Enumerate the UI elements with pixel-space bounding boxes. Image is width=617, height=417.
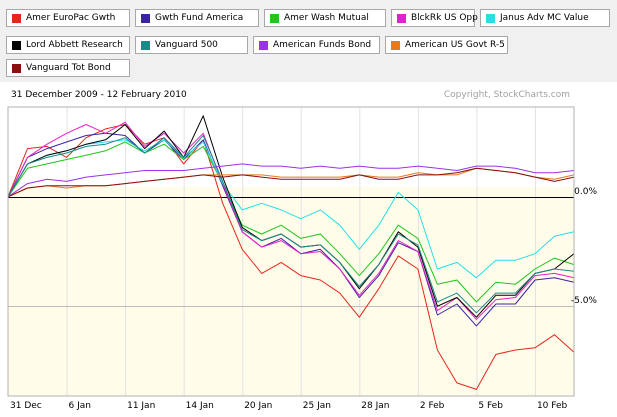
series-line xyxy=(7,141,575,303)
x-tick-label: 2 Feb xyxy=(420,401,445,411)
x-tick-label: 20 Jan xyxy=(244,401,272,411)
grid xyxy=(8,107,574,396)
legend-label: American Funds Bond xyxy=(273,39,372,50)
x-tick-label: 6 Jan xyxy=(69,401,91,411)
legend-swatch xyxy=(141,13,150,23)
plot-border xyxy=(7,106,575,397)
y-tick-labels: 0.0% -5.0% xyxy=(571,187,598,306)
legend-swatch xyxy=(259,40,268,50)
x-tick-label: 5 Feb xyxy=(478,401,503,411)
plot-background xyxy=(8,107,574,187)
legend-item: Vanguard Tot Bond xyxy=(6,59,130,77)
y-tick-label: 0.0% xyxy=(574,187,597,197)
date-range: 31 December 2009 - 12 February 2010 xyxy=(11,90,187,100)
series-line xyxy=(7,124,575,390)
series-line xyxy=(7,132,575,327)
chart: 31 December 2009 - 12 February 2010 Copy… xyxy=(7,90,598,411)
legend-swatch xyxy=(12,40,21,50)
y-tick-label: -5.0% xyxy=(571,296,598,306)
legend-label: Amer EuroPac Gwth xyxy=(26,12,116,23)
legend-item: American US Govt R-5 xyxy=(385,36,508,54)
series-line xyxy=(7,163,575,198)
legend-item: BlckRk US Opp xyxy=(391,9,478,27)
series-lines xyxy=(7,115,575,390)
legend: Amer EuroPac Gwth Gwth Fund America Amer W… xyxy=(0,0,617,82)
x-tick-label: 25 Jan xyxy=(303,401,331,411)
legend-swatch xyxy=(397,13,406,23)
legend-item: American Funds Bond xyxy=(253,36,380,54)
legend-item: Vanguard 500 xyxy=(135,36,248,54)
x-tick-label: 10 Feb xyxy=(537,401,568,411)
series-line xyxy=(7,167,575,198)
legend-swatch xyxy=(12,63,21,73)
legend-label: Amer Wash Mutual xyxy=(284,12,369,23)
legend-item: Amer Wash Mutual xyxy=(264,9,386,27)
legend-swatch xyxy=(486,13,495,23)
legend-swatch xyxy=(12,13,21,23)
series-line xyxy=(7,135,575,314)
legend-label: Vanguard 500 xyxy=(155,39,218,50)
legend-label: American US Govt R-5 xyxy=(405,39,505,50)
legend-label: Vanguard Tot Bond xyxy=(26,62,111,73)
legend-swatch xyxy=(391,40,400,50)
x-tick-label: 31 Dec xyxy=(10,401,42,411)
legend-swatch xyxy=(270,13,279,23)
legend-label: BlckRk US Opp xyxy=(411,12,478,23)
legend-item: Janus Adv MC Value xyxy=(480,9,610,27)
series-line xyxy=(7,121,575,320)
negative-region xyxy=(8,187,574,396)
legend-label: Gwth Fund America xyxy=(155,12,244,23)
legend-item: Amer EuroPac Gwth xyxy=(6,9,130,27)
copyright: Copyright, StockCharts.com xyxy=(444,90,570,100)
legend-label: Janus Adv MC Value xyxy=(500,12,589,23)
legend-item: Gwth Fund America xyxy=(135,9,259,27)
x-tick-label: 28 Jan xyxy=(361,401,389,411)
x-tick-labels: 31 Dec 6 Jan 11 Jan 14 Jan 20 Jan 25 Jan 28 Ja… xyxy=(10,401,568,411)
legend-item: Lord Abbett Research xyxy=(6,36,130,54)
legend-swatch xyxy=(141,40,150,50)
x-tick-label: 14 Jan xyxy=(186,401,214,411)
x-tick-label: 11 Jan xyxy=(127,401,155,411)
series-line xyxy=(7,139,575,279)
legend-label: Lord Abbett Research xyxy=(26,39,123,50)
